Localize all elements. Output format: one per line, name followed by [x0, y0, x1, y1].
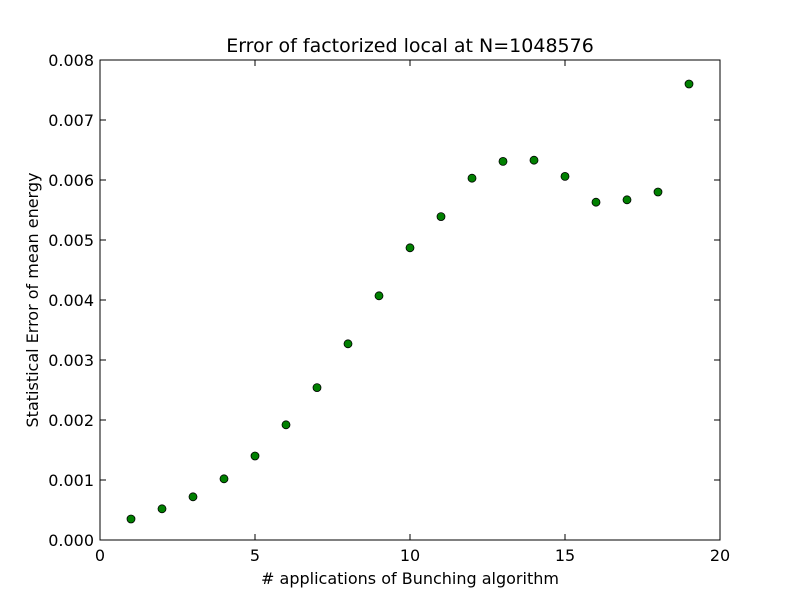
x-axis-label: # applications of Bunching algorithm [261, 569, 559, 588]
data-point [467, 173, 477, 183]
plot-area: 0 5 10 15 20 0.000 0.001 0.002 0.003 0.004 0.005 0.… [48, 51, 730, 565]
data-point [219, 474, 229, 484]
y-tick-label: 0.003 [48, 351, 94, 370]
data-point [405, 243, 415, 253]
y-tick-label: 0.005 [48, 231, 94, 250]
data-point [374, 291, 384, 301]
x-tick-label: 5 [250, 546, 260, 565]
y-tick-label: 0.002 [48, 411, 94, 430]
y-tick-label: 0.006 [48, 171, 94, 190]
data-point [653, 187, 663, 197]
y-tick-label: 0.007 [48, 111, 94, 130]
data-point [591, 197, 601, 207]
data-point [126, 514, 136, 524]
x-tick-label: 15 [555, 546, 575, 565]
data-point [622, 195, 632, 205]
y-tick-label: 0.004 [48, 291, 94, 310]
data-point [529, 155, 539, 165]
y-tick-label: 0.001 [48, 471, 94, 490]
y-tick-label: 0.000 [48, 531, 94, 550]
data-point [498, 156, 508, 166]
x-tick-label: 0 [95, 546, 105, 565]
y-axis-label: Statistical Error of mean energy [23, 173, 42, 428]
chart-title: Error of factorized local at N=1048576 [226, 35, 594, 57]
data-point [343, 339, 353, 349]
x-tick-label: 20 [710, 546, 730, 565]
x-tick-label: 10 [400, 546, 420, 565]
data-point [281, 420, 291, 430]
data-point [157, 504, 167, 514]
data-point [684, 79, 694, 89]
data-point [250, 451, 260, 461]
data-point [188, 492, 198, 502]
data-point [312, 383, 322, 393]
data-point [436, 212, 446, 222]
y-tick-label: 0.008 [48, 51, 94, 70]
data-point [560, 171, 570, 181]
